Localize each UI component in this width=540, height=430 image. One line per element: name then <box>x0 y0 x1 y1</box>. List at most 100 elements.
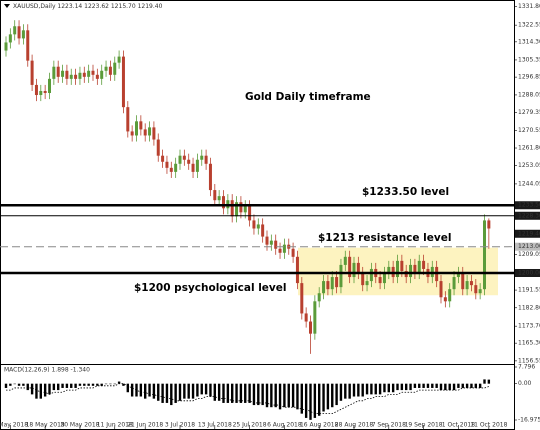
macd-bar <box>209 383 212 397</box>
candle-body <box>156 139 160 156</box>
macd-bar <box>274 383 277 408</box>
candle-body <box>117 56 121 63</box>
annotation: $1200 psychological level <box>134 282 287 294</box>
macd-bar <box>352 383 356 397</box>
y-tick-label: 7.796 <box>518 364 535 371</box>
level-label: 1233.50 <box>518 202 540 209</box>
y-tick-label: 1191.55 <box>518 287 540 294</box>
macd-bar <box>152 383 156 399</box>
macd-bar <box>235 383 238 403</box>
candle-body <box>82 72 86 77</box>
macd-bar <box>426 383 430 388</box>
macd-bar <box>270 383 273 408</box>
candle-body <box>69 74 73 79</box>
candle-body <box>135 121 138 136</box>
candle-body <box>304 313 308 322</box>
macd-bar <box>61 383 64 388</box>
macd-bar <box>117 381 121 384</box>
macd-bar <box>30 383 34 395</box>
macd-bar <box>70 383 73 388</box>
candle-body <box>378 277 382 284</box>
candle-body <box>174 163 178 172</box>
macd-bar <box>318 383 321 416</box>
candle-body <box>456 272 460 278</box>
level-label-box <box>515 229 540 238</box>
macd-bar <box>252 383 256 406</box>
macd-bar <box>191 383 195 399</box>
candle-body <box>34 84 38 96</box>
candle-body <box>235 202 239 217</box>
macd-bar <box>22 383 25 386</box>
macd-bar <box>448 383 451 391</box>
candle-body <box>243 206 247 213</box>
macd-bar <box>91 383 95 386</box>
x-tick-label: 25 Jul 2018 <box>233 422 267 429</box>
level-label: 1228.30 <box>518 212 540 219</box>
y-tick-label: 1305.35 <box>518 56 540 63</box>
macd-bar <box>322 383 325 412</box>
candle-body <box>21 30 25 39</box>
macd-bar <box>435 383 438 388</box>
candle-body <box>74 74 78 79</box>
macd-bar <box>222 383 225 403</box>
y-tick-label: -16.975 <box>518 417 540 424</box>
x-tick-label: 3 Jul 2018 <box>165 422 195 429</box>
macd-title: MACD(12,26,9) 1.898 -1.340 <box>4 367 90 374</box>
x-tick-label: 7 Sep 2018 <box>372 422 406 429</box>
candle-body <box>104 66 108 71</box>
candle-body <box>365 281 369 286</box>
x-tick-label: 8 May 2018 <box>0 422 28 429</box>
candle-body <box>261 224 265 237</box>
macd-bar <box>344 383 347 399</box>
candle-body <box>139 121 143 130</box>
macd-bar <box>83 383 86 386</box>
x-tick-label: 28 Aug 2018 <box>335 422 374 429</box>
y-tick-label: 1296.85 <box>518 74 540 81</box>
macd-bar <box>231 383 234 403</box>
x-tick-label: 21 Jun 2018 <box>127 422 163 429</box>
annotation: $1213 resistance level <box>318 232 451 244</box>
candle-body <box>100 70 104 79</box>
macd-bar <box>400 383 404 391</box>
macd-bar <box>465 383 469 388</box>
x-tick-label: 1 Oct 2018 <box>442 422 475 429</box>
macd-bar <box>387 383 390 393</box>
macd-bar <box>396 383 399 391</box>
macd-bar <box>43 383 47 397</box>
candle-body <box>87 70 91 77</box>
y-tick-label: 1244.05 <box>518 180 540 187</box>
candle-body <box>222 196 225 209</box>
y-tick-label: 1314.30 <box>518 38 540 45</box>
candle-body <box>335 277 339 288</box>
macd-bar <box>161 383 164 403</box>
macd-bar <box>331 383 334 408</box>
candle-body <box>256 224 260 229</box>
macd-bar <box>300 383 303 414</box>
macd-bar <box>478 383 482 388</box>
macd-bar <box>178 383 182 401</box>
candle-body <box>291 248 295 257</box>
candle-body <box>265 236 269 245</box>
macd-bar <box>57 383 60 391</box>
macd-bar <box>244 383 247 403</box>
level-label-box <box>515 242 540 251</box>
macd-bar <box>365 383 369 395</box>
candle-body <box>409 264 413 278</box>
x-tick-label: 16 Aug 2018 <box>300 422 339 429</box>
macd-bar <box>278 383 282 410</box>
candle-body <box>252 220 256 229</box>
macd-bar <box>174 383 177 403</box>
macd-bar <box>444 383 447 391</box>
candle-body <box>126 107 130 132</box>
macd-bar <box>78 383 82 386</box>
macd-bar <box>474 383 477 388</box>
x-tick-label: 18 May 2018 <box>26 422 65 429</box>
macd-bar <box>257 383 260 406</box>
macd-bar <box>378 383 382 395</box>
y-tick-label: 1209.05 <box>518 251 540 258</box>
candle-body <box>39 90 43 96</box>
candle-body <box>56 66 60 77</box>
candle-body <box>326 281 330 290</box>
candle-body <box>469 281 473 286</box>
